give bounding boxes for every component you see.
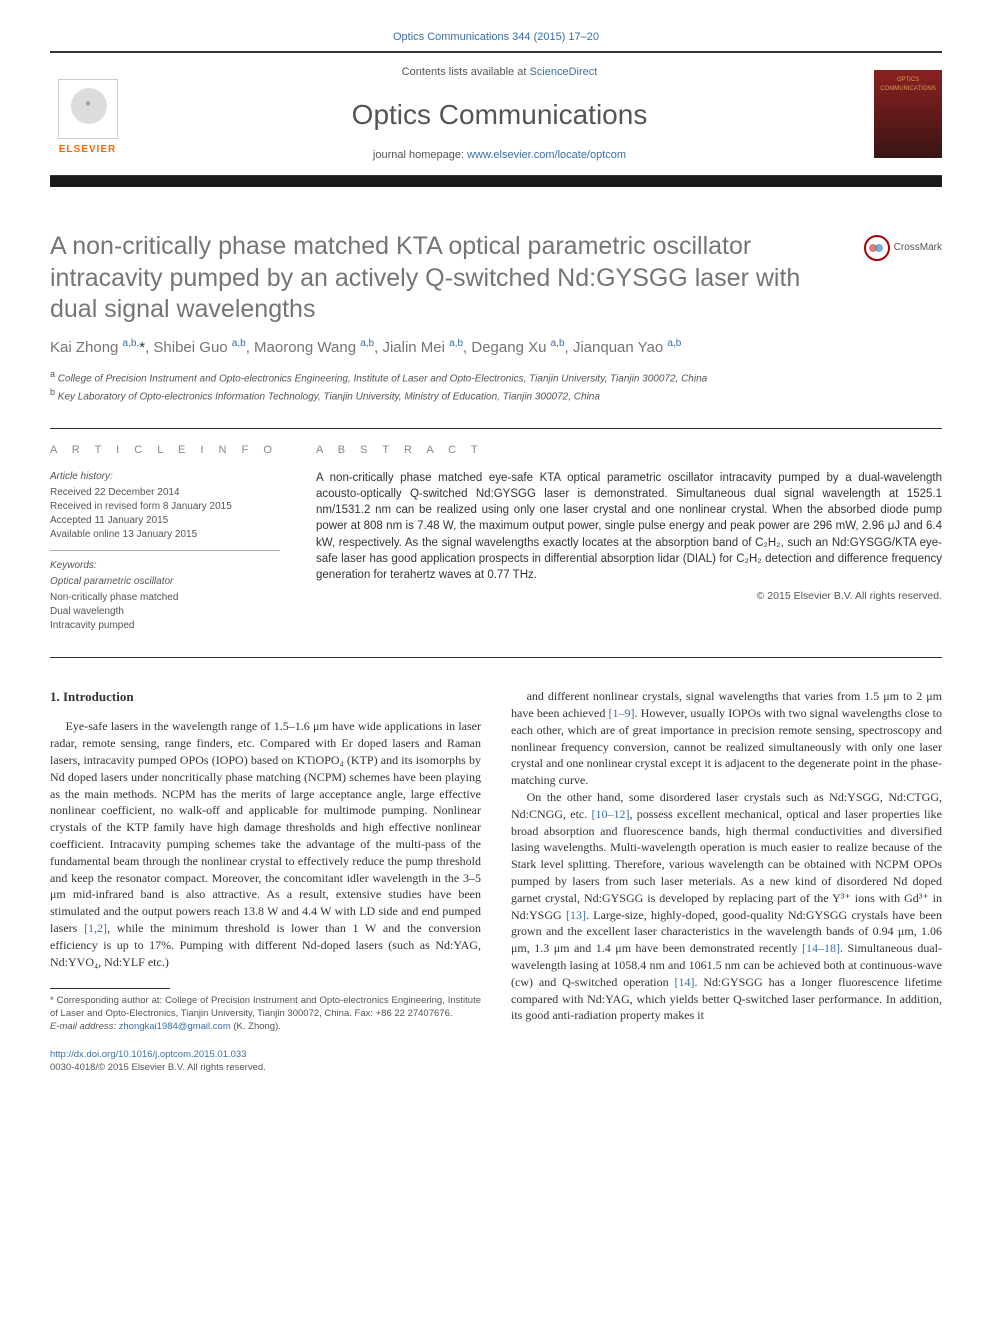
contents-line: Contents lists available at ScienceDirec… — [125, 65, 874, 80]
homepage-link[interactable]: www.elsevier.com/locate/optcom — [467, 149, 626, 161]
doi-block: http://dx.doi.org/10.1016/j.optcom.2015.… — [50, 1048, 481, 1075]
elsevier-tree-icon — [58, 79, 118, 139]
issn-copyright: 0030-4018/© 2015 Elsevier B.V. All right… — [50, 1062, 266, 1073]
section-divider — [50, 657, 942, 658]
journal-homepage: journal homepage: www.elsevier.com/locat… — [125, 148, 874, 163]
history-item: Accepted 11 January 2015 — [50, 514, 280, 528]
abstract-text: A non-critically phase matched eye-safe … — [316, 470, 942, 583]
article-title: A non-critically phase matched KTA optic… — [50, 231, 942, 325]
article-history: Article history: Received 22 December 20… — [50, 470, 280, 551]
footnote-separator — [50, 988, 170, 989]
body-col-left: 1. Introduction Eye-safe lasers in the w… — [50, 688, 481, 1074]
header-center: Contents lists available at ScienceDirec… — [125, 65, 874, 163]
section-1-heading: 1. Introduction — [50, 688, 481, 706]
crossmark-badge[interactable]: CrossMark — [864, 235, 942, 261]
body-col-right: and different nonlinear crystals, signal… — [511, 688, 942, 1074]
affiliation-line: a College of Precision Instrument and Op… — [50, 368, 942, 386]
sciencedirect-link[interactable]: ScienceDirect — [529, 66, 597, 78]
author-list: Kai Zhong a,b,*, Shibei Guo a,b, Maorong… — [50, 337, 942, 358]
corresponding-footnote: * Corresponding author at: College of Pr… — [50, 995, 481, 1021]
abstract-column: A B S T R A C T A non-critically phase m… — [316, 443, 942, 633]
ref-link[interactable]: [13] — [566, 908, 586, 922]
journal-citation[interactable]: Optics Communications 344 (2015) 17–20 — [50, 30, 942, 45]
history-item: Received in revised form 8 January 2015 — [50, 500, 280, 514]
history-item: Available online 13 January 2015 — [50, 528, 280, 542]
ref-link[interactable]: [10–12] — [591, 807, 629, 821]
email-link[interactable]: zhongkai1984@gmail.com — [119, 1021, 231, 1032]
email-footnote: E-mail address: zhongkai1984@gmail.com (… — [50, 1021, 481, 1034]
intro-para-2: and different nonlinear crystals, signal… — [511, 688, 942, 789]
journal-cover-thumb[interactable]: OPTICS COMMUNICATIONS — [874, 70, 942, 158]
keywords-block: Keywords: Optical parametric oscillatorN… — [50, 559, 280, 633]
ref-link[interactable]: [14–18] — [802, 941, 840, 955]
ref-link[interactable]: [14] — [674, 975, 694, 989]
keyword-item: Non-critically phase matched — [50, 591, 280, 605]
journal-header: ELSEVIER Contents lists available at Sci… — [50, 51, 942, 176]
intro-para-3: On the other hand, some disordered laser… — [511, 789, 942, 1024]
abstract-copyright: © 2015 Elsevier B.V. All rights reserved… — [316, 589, 942, 604]
history-item: Received 22 December 2014 — [50, 486, 280, 500]
body-columns: 1. Introduction Eye-safe lasers in the w… — [50, 688, 942, 1074]
journal-name: Optics Communications — [125, 95, 874, 134]
doi-link[interactable]: http://dx.doi.org/10.1016/j.optcom.2015.… — [50, 1049, 246, 1060]
keyword-item: Optical parametric oscillator — [50, 575, 280, 589]
elsevier-logo[interactable]: ELSEVIER — [50, 72, 125, 157]
crossmark-icon — [864, 235, 890, 261]
section-divider — [50, 428, 942, 429]
affiliation-line: b Key Laboratory of Opto-electronics Inf… — [50, 386, 942, 404]
ref-link[interactable]: [1–9] — [609, 706, 635, 720]
keyword-item: Dual wavelength — [50, 605, 280, 619]
article-info-column: A R T I C L E I N F O Article history: R… — [50, 443, 280, 633]
abstract-heading: A B S T R A C T — [316, 443, 942, 458]
header-divider — [50, 175, 942, 187]
article-info-heading: A R T I C L E I N F O — [50, 443, 280, 458]
ref-link[interactable]: [1,2] — [84, 921, 107, 935]
keyword-item: Intracavity pumped — [50, 619, 280, 633]
affiliations: a College of Precision Instrument and Op… — [50, 368, 942, 404]
intro-para-1: Eye-safe lasers in the wavelength range … — [50, 718, 481, 970]
